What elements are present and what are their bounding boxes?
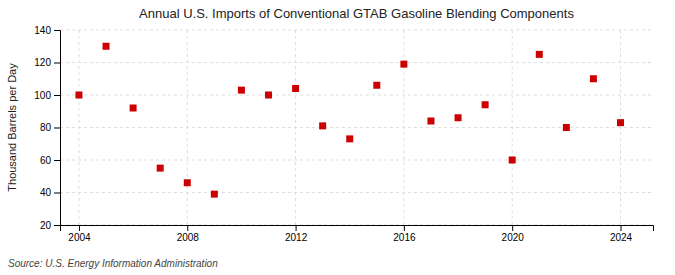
point (509, 157, 516, 164)
point (292, 85, 299, 92)
axis-line (54, 31, 61, 226)
axis-line (61, 226, 654, 232)
title: Annual U.S. Imports of Conventional GTAB… (139, 6, 574, 21)
grid-line (60, 160, 653, 161)
grid-line (512, 30, 513, 225)
tick-mark (54, 95, 60, 96)
grid-line (60, 95, 653, 96)
point (130, 105, 137, 112)
tick-mark (296, 225, 297, 231)
tick: 20 (40, 220, 60, 231)
tick-mark (54, 128, 60, 129)
tick: 140 (34, 25, 60, 36)
tick-mark (54, 30, 60, 31)
tick-mark (54, 160, 60, 161)
grid-line (60, 192, 653, 193)
tick: 2008 (177, 225, 200, 243)
point (75, 92, 82, 99)
tick: 2024 (610, 225, 633, 243)
point (103, 43, 110, 50)
y-axis: 20 40 60 80 100 120 140 (34, 25, 60, 231)
point (373, 82, 380, 89)
grid-line (295, 30, 296, 225)
tick: 100 (34, 90, 60, 101)
tick-mark (404, 225, 405, 231)
tick-label: 60 (40, 155, 52, 166)
point (617, 119, 624, 126)
tick-label: 2004 (68, 232, 91, 243)
tick: 120 (34, 57, 60, 68)
annotation: Source: U.S. Energy Information Administ… (8, 258, 218, 269)
tick-label: 2020 (502, 232, 525, 243)
tick-mark (54, 225, 60, 226)
point (238, 87, 245, 94)
tick-label: 80 (40, 122, 52, 133)
grid-line (60, 30, 653, 31)
tick-label: 20 (40, 220, 52, 231)
grid-line (60, 62, 653, 63)
tick-mark (54, 63, 60, 64)
tick: 2004 (68, 225, 91, 243)
y-axis-label: Thousand Barrels per Day (6, 63, 18, 192)
tick-mark (621, 225, 622, 231)
point (211, 191, 218, 198)
points (75, 43, 624, 198)
point (427, 118, 434, 125)
grid (60, 30, 653, 225)
chart: 2004 2008 2012 2016 2020 2024 20 40 60 80 100 120 14… (0, 0, 675, 275)
tick: 40 (40, 187, 60, 198)
x-axis: 2004 2008 2012 2016 2020 2024 (61, 225, 654, 243)
point (157, 165, 164, 172)
tick-label: 120 (34, 57, 51, 68)
point (265, 92, 272, 99)
tick-mark (79, 225, 80, 231)
point (400, 61, 407, 68)
tick-label: 40 (40, 187, 52, 198)
tick: 2016 (393, 225, 416, 243)
tick-label: 2016 (393, 232, 416, 243)
point (563, 124, 570, 131)
tick-label: 2008 (177, 232, 200, 243)
grid-line (403, 30, 404, 225)
tick-mark (187, 225, 188, 231)
tick-mark (54, 193, 60, 194)
tick-label: 100 (34, 90, 51, 101)
tick-label: 2024 (610, 232, 633, 243)
point (346, 135, 353, 142)
tick-label: 2012 (285, 232, 308, 243)
point (319, 122, 326, 129)
tick-label: 140 (34, 25, 51, 36)
tick: 60 (40, 155, 60, 166)
point (455, 114, 462, 121)
grid-line (620, 30, 621, 225)
grid-line (187, 30, 188, 225)
point (184, 179, 191, 186)
tick: 2012 (285, 225, 308, 243)
point (536, 51, 543, 58)
tick: 2020 (502, 225, 525, 243)
grid-line (78, 30, 79, 225)
tick: 80 (40, 122, 60, 133)
point (482, 101, 489, 108)
tick-mark (512, 225, 513, 231)
point (590, 75, 597, 82)
